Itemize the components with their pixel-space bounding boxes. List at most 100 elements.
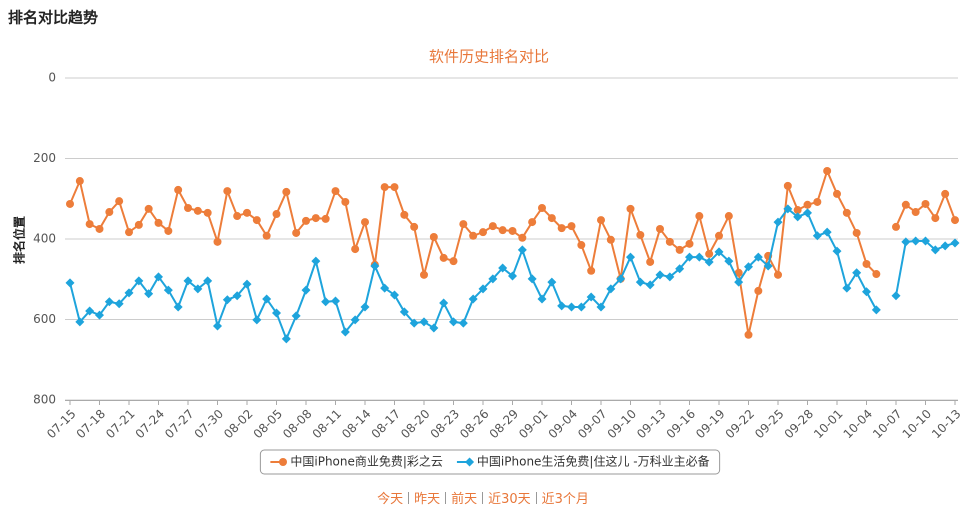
point: [350, 315, 360, 325]
point: [174, 185, 183, 194]
point: [134, 220, 143, 229]
point: [144, 204, 153, 213]
point: [931, 214, 940, 223]
point: [279, 458, 287, 466]
x-tick-label: 10-13: [929, 407, 964, 442]
x-tick-label: 09-01: [516, 407, 551, 442]
point: [714, 247, 724, 257]
x-tick-label: 09-04: [546, 407, 581, 442]
range-link[interactable]: 今天: [377, 492, 404, 507]
point: [557, 224, 566, 233]
point: [321, 297, 331, 307]
point: [517, 245, 527, 255]
y-tick-label: 800: [33, 393, 56, 407]
point: [163, 285, 173, 295]
point: [833, 189, 841, 198]
point: [538, 204, 546, 213]
point: [852, 228, 861, 237]
point: [222, 295, 232, 305]
x-tick-label: 09-16: [664, 407, 699, 442]
range-link[interactable]: 昨天: [414, 492, 441, 507]
x-tick-label: 09-13: [634, 407, 669, 442]
point: [685, 252, 694, 262]
x-tick-label: 10-01: [811, 407, 846, 442]
point: [252, 216, 261, 225]
point: [233, 212, 242, 221]
page-heading: 排名对比趋势: [8, 9, 98, 27]
point: [213, 237, 222, 246]
point: [351, 245, 360, 254]
range-link[interactable]: 近30天: [488, 492, 531, 507]
point: [951, 216, 959, 225]
point: [734, 277, 744, 287]
point: [262, 294, 272, 304]
point: [587, 266, 596, 275]
point: [527, 274, 537, 284]
y-tick-label: 600: [33, 312, 56, 326]
point: [911, 236, 921, 246]
point: [85, 306, 95, 316]
point: [656, 224, 664, 233]
point: [940, 241, 950, 251]
point: [66, 199, 74, 208]
point: [872, 270, 881, 279]
point: [115, 197, 124, 206]
x-tick-label: 07-24: [133, 407, 168, 442]
point: [429, 232, 438, 241]
y-tick-label: 400: [33, 232, 56, 246]
x-tick-label: 09-07: [575, 407, 610, 442]
point: [655, 270, 665, 280]
point: [744, 262, 753, 272]
point: [65, 278, 75, 288]
point: [803, 200, 812, 209]
point: [753, 252, 763, 262]
point: [183, 276, 193, 286]
x-tick-label: 09-10: [605, 407, 640, 442]
point: [763, 261, 773, 271]
point: [390, 183, 399, 192]
point: [793, 206, 802, 215]
point: [950, 238, 960, 248]
point: [921, 199, 930, 208]
point: [400, 210, 409, 219]
x-tick-label: 08-02: [221, 407, 256, 442]
point: [459, 220, 468, 229]
x-tick-label: 08-20: [398, 407, 433, 442]
point: [331, 187, 340, 196]
x-tick-label: 08-29: [487, 407, 522, 442]
point: [832, 246, 842, 256]
point: [783, 204, 793, 214]
point: [409, 318, 419, 328]
point: [468, 294, 478, 304]
legend-label: 中国iPhone生活免费|住这儿 -万科业主必备: [477, 454, 710, 469]
point: [420, 270, 428, 279]
range-link[interactable]: 近3个月: [541, 492, 589, 507]
point: [213, 321, 222, 331]
point: [95, 310, 104, 320]
x-tick-label: 10-07: [870, 407, 905, 442]
x-tick-label: 07-15: [44, 407, 79, 442]
x-tick-label: 07-18: [74, 407, 109, 442]
point: [675, 264, 685, 274]
point: [154, 218, 163, 227]
point: [734, 268, 743, 277]
point: [891, 291, 901, 301]
point: [606, 284, 616, 294]
x-tick-label: 09-22: [723, 407, 758, 442]
x-tick-label: 07-21: [103, 407, 138, 442]
point: [252, 315, 262, 325]
range-link[interactable]: 前天: [451, 492, 478, 507]
point: [144, 289, 154, 299]
point: [272, 308, 281, 318]
point: [478, 284, 488, 294]
y-axis-label: 排名位置: [12, 216, 27, 264]
point: [508, 226, 517, 235]
point: [518, 233, 527, 242]
series-line: [69, 168, 956, 336]
separator: [535, 492, 537, 504]
point: [449, 317, 458, 327]
legend-label: 中国iPhone商业免费|彩之云: [290, 454, 443, 469]
x-tick-label: 08-17: [369, 407, 404, 442]
point: [291, 311, 301, 321]
